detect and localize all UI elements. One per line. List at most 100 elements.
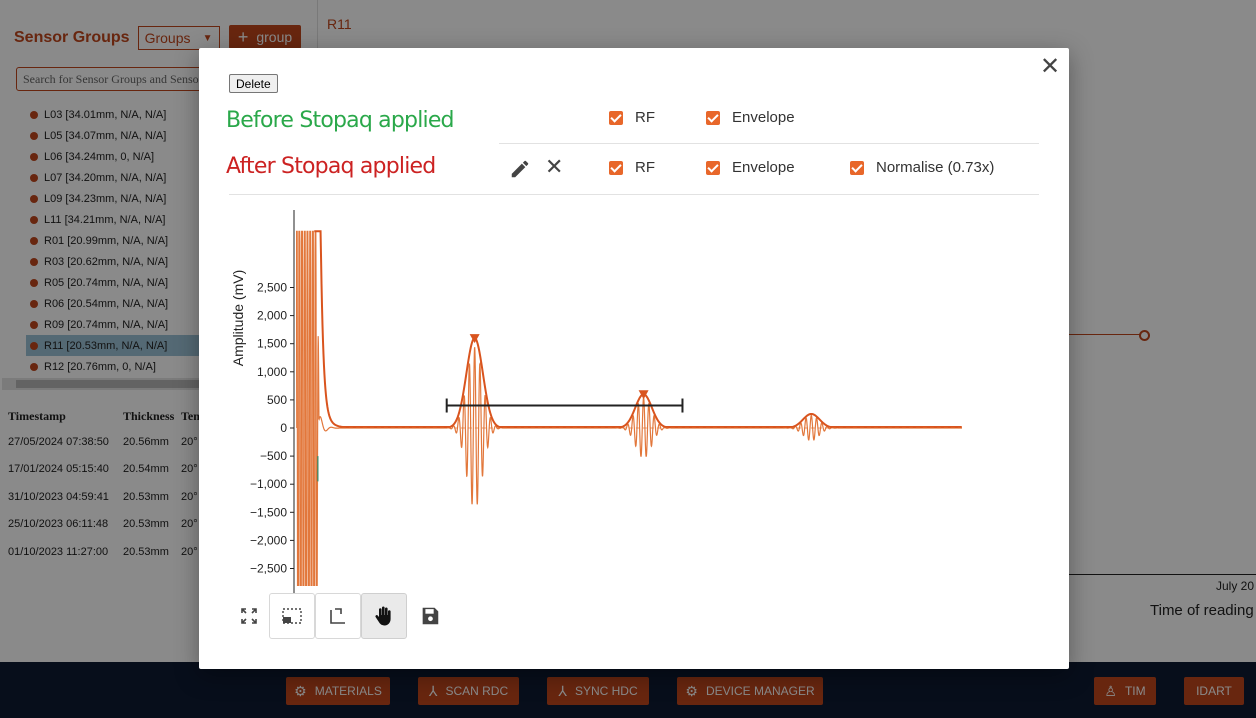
sensor-list-item[interactable]: R06 [20.54mm, N/A, N/A] xyxy=(26,293,316,314)
bottom-bar-button[interactable]: ⚙ MATERIALS xyxy=(286,677,390,705)
sensor-list-item[interactable]: L11 [34.21mm, N/A, N/A] xyxy=(26,209,316,230)
pan-hand-icon[interactable] xyxy=(361,593,407,639)
table-row[interactable]: 01/10/2023 11:27:00 20.53mm 20° xyxy=(0,538,318,566)
status-dot-icon xyxy=(30,320,38,329)
sensor-label: L11 [34.21mm, N/A, N/A] xyxy=(44,213,166,226)
sensor-label: L07 [34.20mm, N/A, N/A] xyxy=(44,171,167,184)
data-point-marker[interactable] xyxy=(1139,330,1150,341)
fullscreen-icon[interactable] xyxy=(229,593,269,639)
bottom-bar-button-label: DEVICE MANAGER xyxy=(705,684,815,698)
y-tick-label: 0 xyxy=(280,421,287,435)
sensor-label: R11 [20.53mm, N/A, N/A] xyxy=(44,339,168,352)
y-tick-label: 1,000 xyxy=(257,365,287,379)
delete-button[interactable]: Delete xyxy=(229,74,278,93)
x-tick-label: July 20 xyxy=(1216,579,1255,593)
sensor-list-item[interactable]: L05 [34.07mm, N/A, N/A] xyxy=(26,125,316,146)
sensor-label: R01 [20.99mm, N/A, N/A] xyxy=(44,234,169,247)
after-checkbox[interactable]: RF xyxy=(609,159,655,176)
box-zoom-icon[interactable] xyxy=(269,593,315,639)
table-cell: 20.53mm xyxy=(123,545,169,558)
bottom-bar-button-label: SYNC HDC xyxy=(574,684,638,698)
after-title: After Stopaq applied xyxy=(226,154,436,179)
close-icon[interactable]: ✕ xyxy=(1039,53,1061,80)
table-row[interactable]: 25/10/2023 06:11:48 20.53mm 20° xyxy=(0,511,318,539)
column-header: Ten xyxy=(181,408,200,423)
groups-select-value: Groups xyxy=(144,30,191,46)
x-axis-title: Time of reading xyxy=(1150,602,1254,619)
y-tick-label: −1,000 xyxy=(250,477,287,491)
status-dot-icon xyxy=(30,362,38,371)
before-title: Before Stopaq applied xyxy=(226,108,455,133)
after-checkbox[interactable]: Envelope xyxy=(706,159,795,176)
save-icon[interactable] xyxy=(407,593,453,639)
checkbox-label: Envelope xyxy=(732,159,795,176)
sensor-list-item[interactable]: R12 [20.76mm, 0, N/A] xyxy=(26,356,316,377)
table-cell: 20.54mm xyxy=(123,463,169,476)
add-group-label: group xyxy=(256,29,293,45)
groups-select[interactable]: Groups ▼ xyxy=(137,26,220,50)
checkbox-checked-icon[interactable] xyxy=(706,110,720,125)
table-cell: 20° xyxy=(181,545,198,558)
sensor-list-item[interactable]: R05 [20.74mm, N/A, N/A] xyxy=(26,272,316,293)
sensor-label: R05 [20.74mm, N/A, N/A] xyxy=(44,276,169,289)
x-axis-line xyxy=(1069,574,1256,575)
sensor-list-item[interactable]: L03 [34.01mm, N/A, N/A] xyxy=(26,104,316,125)
status-dot-icon xyxy=(30,215,38,224)
waveform-chart[interactable]: −2,500 −2,000 −1,500 −1,000 −500 0 500 1,000 1,5… xyxy=(199,198,1069,593)
plus-icon: + xyxy=(237,27,249,47)
sensor-list-item[interactable]: L06 [34.24mm, 0, N/A] xyxy=(26,146,316,167)
sensor-label: L03 [34.01mm, N/A, N/A] xyxy=(44,108,167,121)
table-cell: 20° xyxy=(181,463,198,476)
rf-line xyxy=(296,230,962,586)
zoom-reset-icon[interactable] xyxy=(315,593,361,639)
scrollbar-thumb[interactable] xyxy=(16,380,306,388)
after-checkbox[interactable]: Normalise (0.73x) xyxy=(850,159,994,176)
y-tick-label: 2,000 xyxy=(257,309,287,323)
sensor-list-item[interactable]: R03 [20.62mm, N/A, N/A] xyxy=(26,251,316,272)
checkbox-checked-icon[interactable] xyxy=(850,160,864,175)
sensor-list-item[interactable]: R01 [20.99mm, N/A, N/A] xyxy=(26,230,316,251)
bottom-bar-button-label: IDART xyxy=(1196,684,1232,698)
bottom-bar-button[interactable]: ⚙ DEVICE MANAGER xyxy=(677,677,823,705)
sensor-list-item[interactable]: R09 [20.74mm, N/A, N/A] xyxy=(26,314,316,335)
table-row[interactable]: 31/10/2023 04:59:41 20.53mm 20° xyxy=(0,483,318,511)
clear-icon[interactable]: ✕ xyxy=(545,154,564,179)
add-group-button[interactable]: + group xyxy=(229,25,301,49)
sensor-list: L03 [34.01mm, N/A, N/A] L05 [34.07mm, N/A… xyxy=(26,104,316,377)
network-icon: ⅄ xyxy=(558,682,567,699)
network-icon: ⅄ xyxy=(428,682,438,699)
y-tick-label: −2,500 xyxy=(250,562,287,576)
table-cell: 20° xyxy=(181,435,198,448)
checkbox-checked-icon[interactable] xyxy=(706,160,720,175)
bottom-bar-button[interactable]: ♙ TIM xyxy=(1094,677,1156,705)
bottom-bar-button[interactable]: ⅄ SYNC HDC xyxy=(547,677,649,705)
user-icon: ♙ xyxy=(1104,682,1117,699)
bottom-bar-button[interactable]: ⅄ SCAN RDC xyxy=(418,677,519,705)
bottom-bar-button[interactable]: IDART xyxy=(1184,677,1244,705)
peak-marker xyxy=(638,390,649,400)
chart-title: R11 xyxy=(327,16,352,32)
table-cell: 17/01/2024 05:15:40 xyxy=(8,463,109,476)
status-dot-icon xyxy=(30,194,38,203)
table-row[interactable]: 17/01/2024 05:15:40 20.54mm 20° xyxy=(0,456,318,484)
y-tick-label: −1,500 xyxy=(250,505,287,519)
pencil-icon[interactable] xyxy=(509,158,531,180)
sensor-list-item[interactable]: L09 [34.23mm, N/A, N/A] xyxy=(26,188,316,209)
checkbox-label: Envelope xyxy=(732,109,795,126)
envelope-line xyxy=(314,230,962,428)
table-row[interactable]: 27/05/2024 07:38:50 20.56mm 20° xyxy=(0,428,318,456)
before-checkbox[interactable]: RF xyxy=(609,109,655,126)
before-checkbox[interactable]: Envelope xyxy=(706,109,795,126)
status-dot-icon xyxy=(30,299,38,308)
checkbox-checked-icon[interactable] xyxy=(609,160,623,175)
checkbox-label: RF xyxy=(635,159,655,176)
y-tick-label: 1,500 xyxy=(257,337,287,351)
gear-icon: ⚙ xyxy=(294,682,307,699)
table-cell: 20° xyxy=(181,490,198,503)
caret-down-icon: ▼ xyxy=(202,32,213,44)
checkbox-checked-icon[interactable] xyxy=(609,110,623,125)
sensor-list-item[interactable]: L07 [34.20mm, N/A, N/A] xyxy=(26,167,316,188)
sensor-label: L05 [34.07mm, N/A, N/A] xyxy=(44,129,167,142)
sensor-groups-title: Sensor Groups xyxy=(14,29,130,46)
readings-table: Timestamp Thickness Ten 27/05/2024 07:38:5… xyxy=(0,404,318,566)
